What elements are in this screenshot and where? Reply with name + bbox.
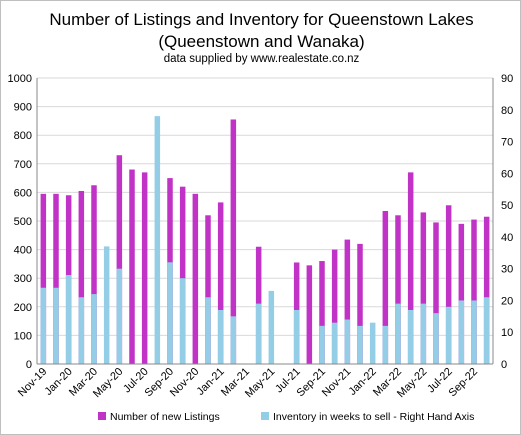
y-left-tick-label: 100 <box>14 330 32 342</box>
bar-inventory <box>167 262 173 364</box>
bar-inventory <box>154 116 161 364</box>
bar-inventory <box>369 322 376 364</box>
bar-new-listings <box>217 202 224 364</box>
bar-inventory <box>319 325 325 364</box>
y-right-tick-label: 60 <box>501 168 513 180</box>
bar-new-listings <box>205 215 211 364</box>
bar-inventory <box>458 300 465 364</box>
bar-new-listings <box>306 265 313 364</box>
bar-inventory <box>65 275 72 364</box>
legend-label-new-listings: Number of new Listings <box>110 411 220 423</box>
bar-new-listings <box>179 186 186 364</box>
bar-new-listings <box>458 223 465 364</box>
bar-inventory <box>445 306 452 364</box>
legend-swatch-inventory <box>261 412 269 420</box>
y-right-tick-label: 0 <box>501 359 507 371</box>
bar-inventory <box>382 325 389 364</box>
bar-inventory <box>40 287 47 364</box>
bar-inventory <box>179 278 186 364</box>
y-left-tick-label: 800 <box>14 130 32 142</box>
legend-label-inventory: Inventory in weeks to sell - Right Hand … <box>273 411 474 423</box>
bar-new-listings <box>116 155 123 364</box>
bar-inventory <box>331 322 338 364</box>
bar-inventory <box>395 303 401 364</box>
bar-inventory <box>433 313 439 364</box>
x-tick-label: Sep-22 <box>447 366 481 400</box>
bar-inventory <box>230 316 237 364</box>
x-tick-label: Nov-19 <box>16 366 50 400</box>
y-left-tick-label: 700 <box>14 159 32 171</box>
y-right-tick-label: 80 <box>501 105 513 117</box>
y-left-tick-label: 600 <box>14 187 32 199</box>
bar-new-listings <box>331 249 338 364</box>
bar-inventory <box>483 297 490 364</box>
y-right-tick-label: 50 <box>501 200 513 212</box>
bar-inventory <box>268 290 275 364</box>
bar-inventory <box>471 300 477 364</box>
bars <box>40 116 490 364</box>
y-right-tick-label: 90 <box>501 73 513 85</box>
y-left-tick-label: 1000 <box>8 73 32 85</box>
y-right-tick-label: 40 <box>501 232 513 244</box>
bar-new-listings <box>445 205 452 364</box>
bar-new-listings <box>433 222 439 364</box>
bar-inventory <box>217 309 224 364</box>
bar-new-listings <box>344 239 351 364</box>
y-left-tick-label: 900 <box>14 102 32 114</box>
bar-inventory <box>116 268 123 364</box>
bar-inventory <box>103 246 110 364</box>
bar-inventory <box>78 297 85 364</box>
bar-new-listings <box>53 193 59 364</box>
chart-subtitle: (Queenstown and Wanaka) <box>158 32 365 51</box>
legend: Number of new Listings Inventory in week… <box>98 411 474 423</box>
legend-swatch-new-listings <box>98 412 106 420</box>
y-right-tick-label: 30 <box>501 264 513 276</box>
bar-new-listings <box>91 185 97 364</box>
bar-inventory <box>420 303 427 364</box>
bar-inventory <box>53 287 59 364</box>
bar-new-listings <box>192 193 199 364</box>
y-left-tick-label: 400 <box>14 245 32 257</box>
y-right-tick-label: 70 <box>501 137 513 149</box>
bar-new-listings <box>319 261 325 364</box>
bar-new-listings <box>78 190 85 364</box>
y-left-tick-label: 500 <box>14 216 32 228</box>
y-right-tick-label: 20 <box>501 295 513 307</box>
bar-inventory <box>255 303 262 364</box>
bar-new-listings <box>471 219 477 364</box>
chart-source-note: data supplied by www.realestate.co.nz <box>163 53 360 65</box>
bar-new-listings <box>407 172 414 364</box>
y-right-tick-label: 10 <box>501 327 513 339</box>
bar-new-listings <box>230 119 237 364</box>
bar-new-listings <box>382 210 389 364</box>
bar-new-listings <box>395 215 401 364</box>
bar-inventory <box>293 309 300 364</box>
y-left-tick-label: 0 <box>26 359 32 371</box>
bar-new-listings <box>483 216 490 364</box>
bar-inventory <box>357 325 363 364</box>
bar-inventory <box>205 297 211 364</box>
bar-new-listings <box>420 212 427 364</box>
bar-inventory <box>407 309 414 364</box>
x-tick-label: Nov-20 <box>168 366 202 400</box>
bar-inventory <box>344 319 351 364</box>
x-tick-label: Nov-21 <box>320 366 354 400</box>
bar-new-listings <box>129 169 135 364</box>
bar-new-listings <box>141 172 148 364</box>
bar-new-listings <box>40 193 47 364</box>
y-left-tick-label: 200 <box>14 302 32 314</box>
bar-inventory <box>91 294 97 364</box>
y-left-tick-label: 300 <box>14 273 32 285</box>
chart-title: Number of Listings and Inventory for Que… <box>49 10 474 29</box>
bar-new-listings <box>357 243 363 364</box>
